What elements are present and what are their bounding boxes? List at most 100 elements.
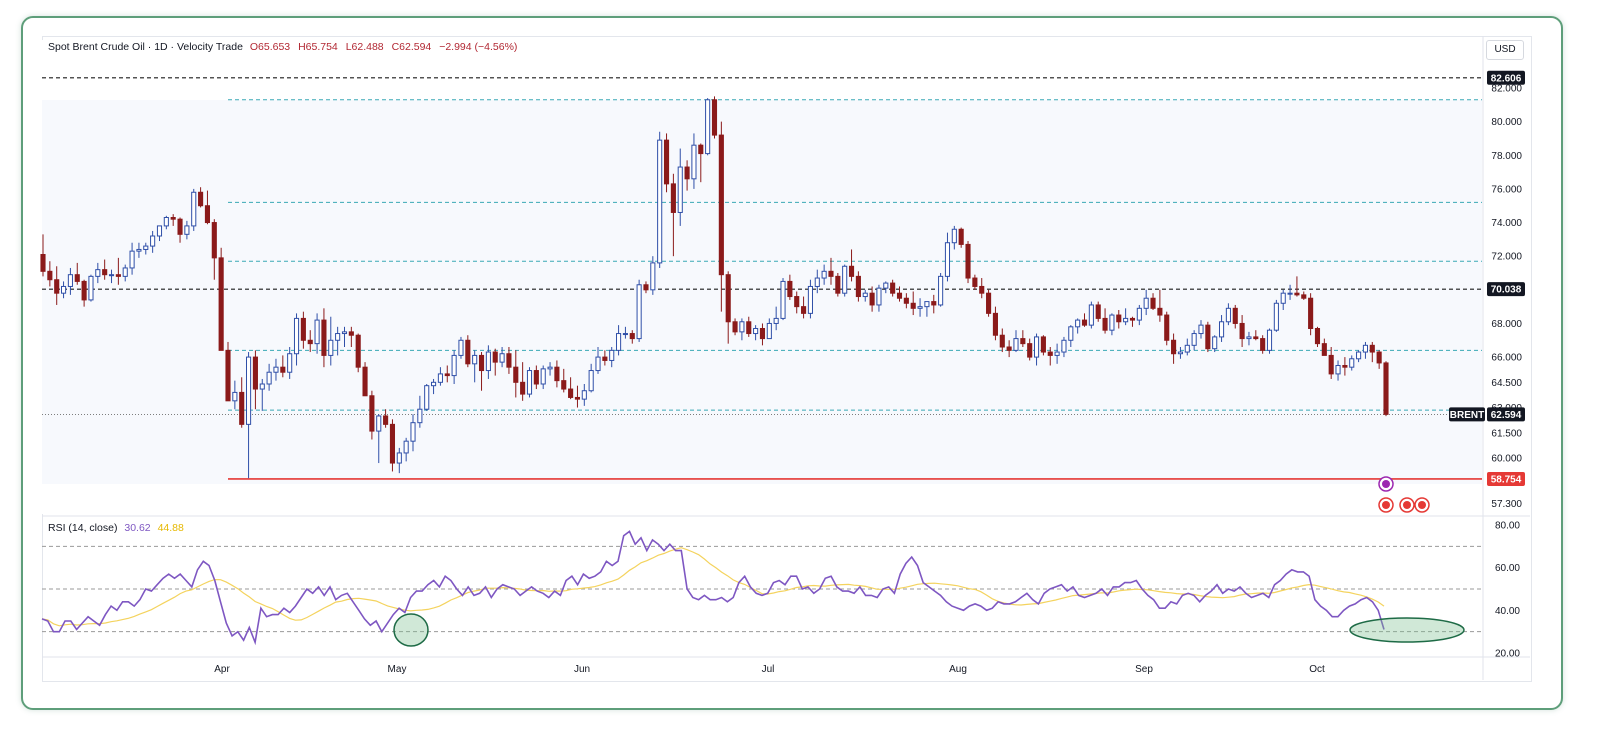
candle	[143, 242, 149, 255]
candle-body	[753, 328, 759, 335]
candle	[95, 262, 101, 284]
candle-body	[1383, 362, 1389, 415]
y-tick-label: 60.000	[1491, 454, 1522, 465]
candle	[650, 256, 656, 295]
candle	[698, 143, 704, 183]
candle-body	[300, 317, 306, 341]
candle-body	[657, 139, 663, 264]
candle	[725, 271, 731, 344]
candle-body	[40, 254, 46, 272]
candle	[1013, 330, 1019, 353]
candle	[348, 326, 354, 347]
y-tick-label: 64.500	[1491, 378, 1522, 389]
candle-body	[369, 395, 375, 432]
candle	[1280, 289, 1286, 310]
candle	[890, 279, 896, 297]
candle	[150, 230, 156, 253]
candle	[513, 350, 519, 398]
y-tick-label: 57.300	[1491, 499, 1522, 510]
candle	[986, 289, 992, 317]
rsi-tick-label: 60.00	[1495, 563, 1520, 574]
candle	[499, 347, 505, 368]
candle	[1095, 301, 1101, 322]
candle-body	[506, 353, 512, 368]
candle-body	[677, 166, 683, 213]
candle	[979, 278, 985, 299]
candle	[821, 264, 827, 285]
candle	[300, 311, 306, 349]
candle	[1171, 333, 1177, 364]
candle-body	[1143, 297, 1149, 309]
candle-body	[108, 274, 115, 277]
currency-button[interactable]: USD	[1486, 40, 1524, 60]
candle-body	[136, 248, 142, 252]
candle	[1102, 308, 1108, 334]
candle-body	[1225, 307, 1231, 323]
candle-body	[184, 225, 190, 235]
candle	[951, 225, 957, 250]
candle-body	[602, 356, 608, 361]
candle	[1225, 303, 1231, 326]
level-tag-current: 62.594	[1491, 410, 1522, 421]
candle-body	[1328, 354, 1334, 375]
x-tick-label: Oct	[1309, 664, 1325, 675]
candle-body	[232, 391, 238, 402]
candle-body	[54, 279, 60, 294]
candle	[232, 380, 238, 410]
candle-body	[1129, 317, 1136, 321]
change-value: −2.994 (−4.56%)	[439, 41, 518, 53]
candle	[944, 232, 951, 282]
candle-body	[1349, 358, 1355, 368]
candle	[1123, 308, 1129, 326]
candle	[636, 279, 642, 342]
candle-body	[1253, 336, 1259, 340]
rsi-ma-line	[41, 547, 1385, 627]
candle-body	[1033, 336, 1040, 358]
candle	[362, 362, 368, 397]
range-shade	[42, 100, 1482, 484]
candle	[1294, 276, 1300, 297]
candle	[417, 395, 423, 428]
candle-body	[759, 328, 766, 340]
candle	[574, 385, 581, 408]
candle	[1335, 360, 1341, 381]
candle-body	[526, 370, 533, 395]
symbol-tag-current-bg	[1449, 407, 1485, 422]
candle	[1239, 315, 1245, 347]
candle-body	[163, 217, 169, 227]
candle	[1349, 355, 1355, 371]
candle-body	[938, 275, 944, 306]
candle	[115, 257, 121, 285]
candle-body	[156, 225, 163, 237]
candle-body	[896, 292, 903, 299]
candle	[1184, 338, 1190, 356]
candle	[1301, 291, 1307, 300]
candle-body	[992, 312, 998, 336]
candle	[1328, 347, 1334, 379]
candle-body	[862, 292, 868, 298]
candle-body	[1191, 333, 1197, 346]
candle	[431, 378, 437, 395]
candle-body	[958, 228, 964, 245]
candle-body	[547, 366, 553, 370]
candle	[554, 360, 560, 388]
candle-body	[266, 371, 272, 385]
candle-body	[663, 139, 670, 185]
y-tick-label: 61.500	[1491, 428, 1522, 439]
candle-body	[554, 366, 560, 382]
candle	[1136, 304, 1142, 326]
candle	[1061, 336, 1067, 358]
candle-body	[917, 306, 923, 309]
candle	[807, 279, 813, 319]
candle	[588, 363, 594, 393]
candle	[801, 296, 807, 319]
candle	[136, 242, 142, 258]
candle-body	[979, 285, 985, 294]
candle-body	[1047, 351, 1053, 356]
candle	[389, 419, 396, 472]
candle	[273, 358, 279, 381]
candle-body	[944, 242, 951, 277]
candle	[465, 335, 471, 368]
rsi-layer	[41, 530, 1482, 647]
